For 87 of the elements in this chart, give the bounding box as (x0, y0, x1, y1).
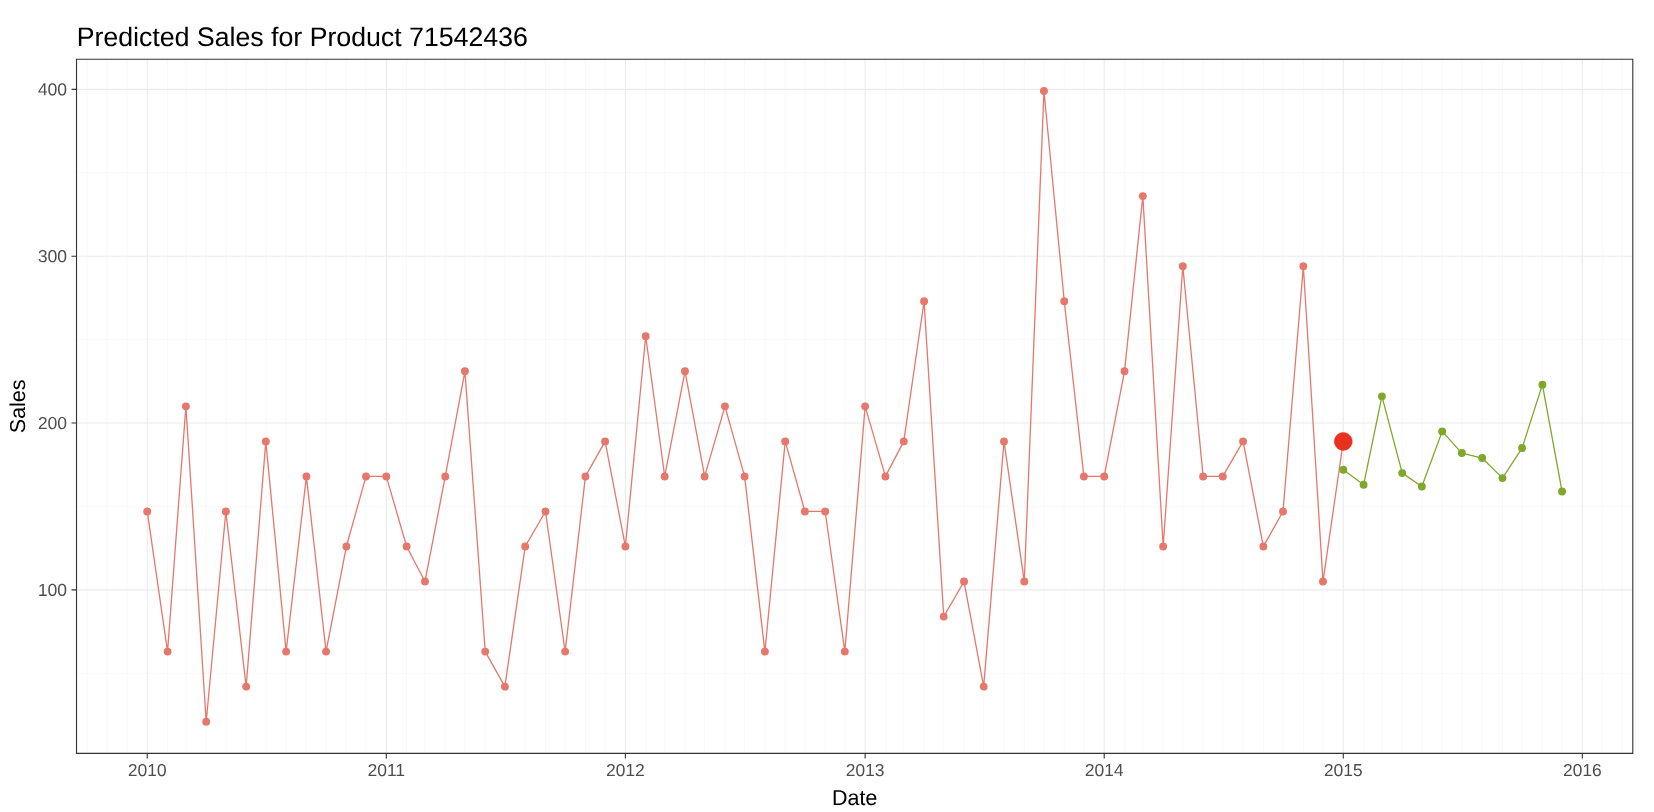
point (681, 367, 689, 376)
point (1178, 262, 1187, 271)
point (939, 612, 948, 621)
point (601, 437, 610, 446)
point (181, 402, 190, 411)
point (979, 682, 988, 691)
point (760, 647, 769, 656)
point (1438, 427, 1447, 436)
point (441, 472, 450, 481)
x-tick-label: 2015 (1324, 763, 1362, 777)
point (1100, 472, 1109, 481)
point (1359, 480, 1368, 489)
point (143, 507, 152, 516)
point (1000, 437, 1008, 446)
point (1060, 297, 1069, 306)
point (1478, 454, 1487, 463)
point (1279, 507, 1287, 516)
point (1518, 444, 1527, 453)
point (1239, 437, 1248, 446)
point (700, 472, 709, 481)
point (1299, 262, 1308, 271)
point (1199, 472, 1208, 481)
x-tick-label: 2013 (846, 763, 884, 777)
point (881, 472, 890, 481)
point (282, 647, 291, 656)
y-axis-title: Sales (9, 380, 26, 433)
point (1319, 577, 1327, 586)
point (163, 647, 172, 656)
point (561, 647, 570, 656)
point (521, 542, 530, 551)
x-tick-label: 2010 (128, 763, 166, 777)
point (740, 472, 749, 481)
point (660, 472, 669, 481)
point (899, 437, 908, 446)
point (1334, 432, 1353, 451)
point (1538, 380, 1547, 389)
point (800, 507, 809, 516)
point (641, 332, 650, 341)
point (322, 647, 331, 656)
point (920, 297, 929, 306)
x-tick-label: 2012 (606, 763, 644, 777)
point (1020, 577, 1029, 586)
point (721, 402, 729, 411)
point (1457, 449, 1466, 458)
point (861, 402, 870, 411)
point (1079, 472, 1088, 481)
point (1040, 87, 1048, 95)
point (1159, 542, 1168, 551)
point (1339, 465, 1348, 474)
point (1398, 469, 1407, 478)
y-tick-label: 100 (39, 583, 67, 597)
point (362, 472, 370, 481)
point (781, 437, 790, 446)
point (1498, 474, 1507, 483)
x-tick-label: 2016 (1563, 763, 1601, 777)
point (402, 542, 411, 551)
point (541, 507, 550, 516)
x-tick-label: 2014 (1085, 763, 1124, 777)
point (840, 647, 849, 656)
y-tick-label: 400 (38, 83, 67, 96)
point (460, 367, 469, 376)
point (242, 682, 251, 691)
point (421, 577, 429, 586)
point (481, 647, 490, 656)
x-axis-title: Date (833, 790, 877, 806)
point (500, 682, 509, 691)
y-tick-label: 300 (38, 250, 67, 263)
point (581, 472, 590, 481)
point (1417, 482, 1426, 491)
y-tick-label: 200 (38, 416, 67, 430)
chart-title: Predicted Sales for Product 71542436 (78, 26, 527, 47)
point (382, 472, 391, 481)
x-tick-label: 2011 (368, 763, 405, 777)
point (302, 472, 311, 481)
point (202, 717, 211, 726)
point (1218, 472, 1227, 481)
point (261, 437, 270, 446)
point (960, 577, 968, 586)
point (621, 542, 630, 551)
point (1377, 392, 1386, 401)
point (342, 542, 351, 551)
point (1558, 487, 1566, 496)
point (221, 507, 230, 516)
point (1259, 542, 1268, 551)
point (1138, 192, 1147, 201)
point (821, 507, 830, 516)
point (1120, 367, 1129, 376)
